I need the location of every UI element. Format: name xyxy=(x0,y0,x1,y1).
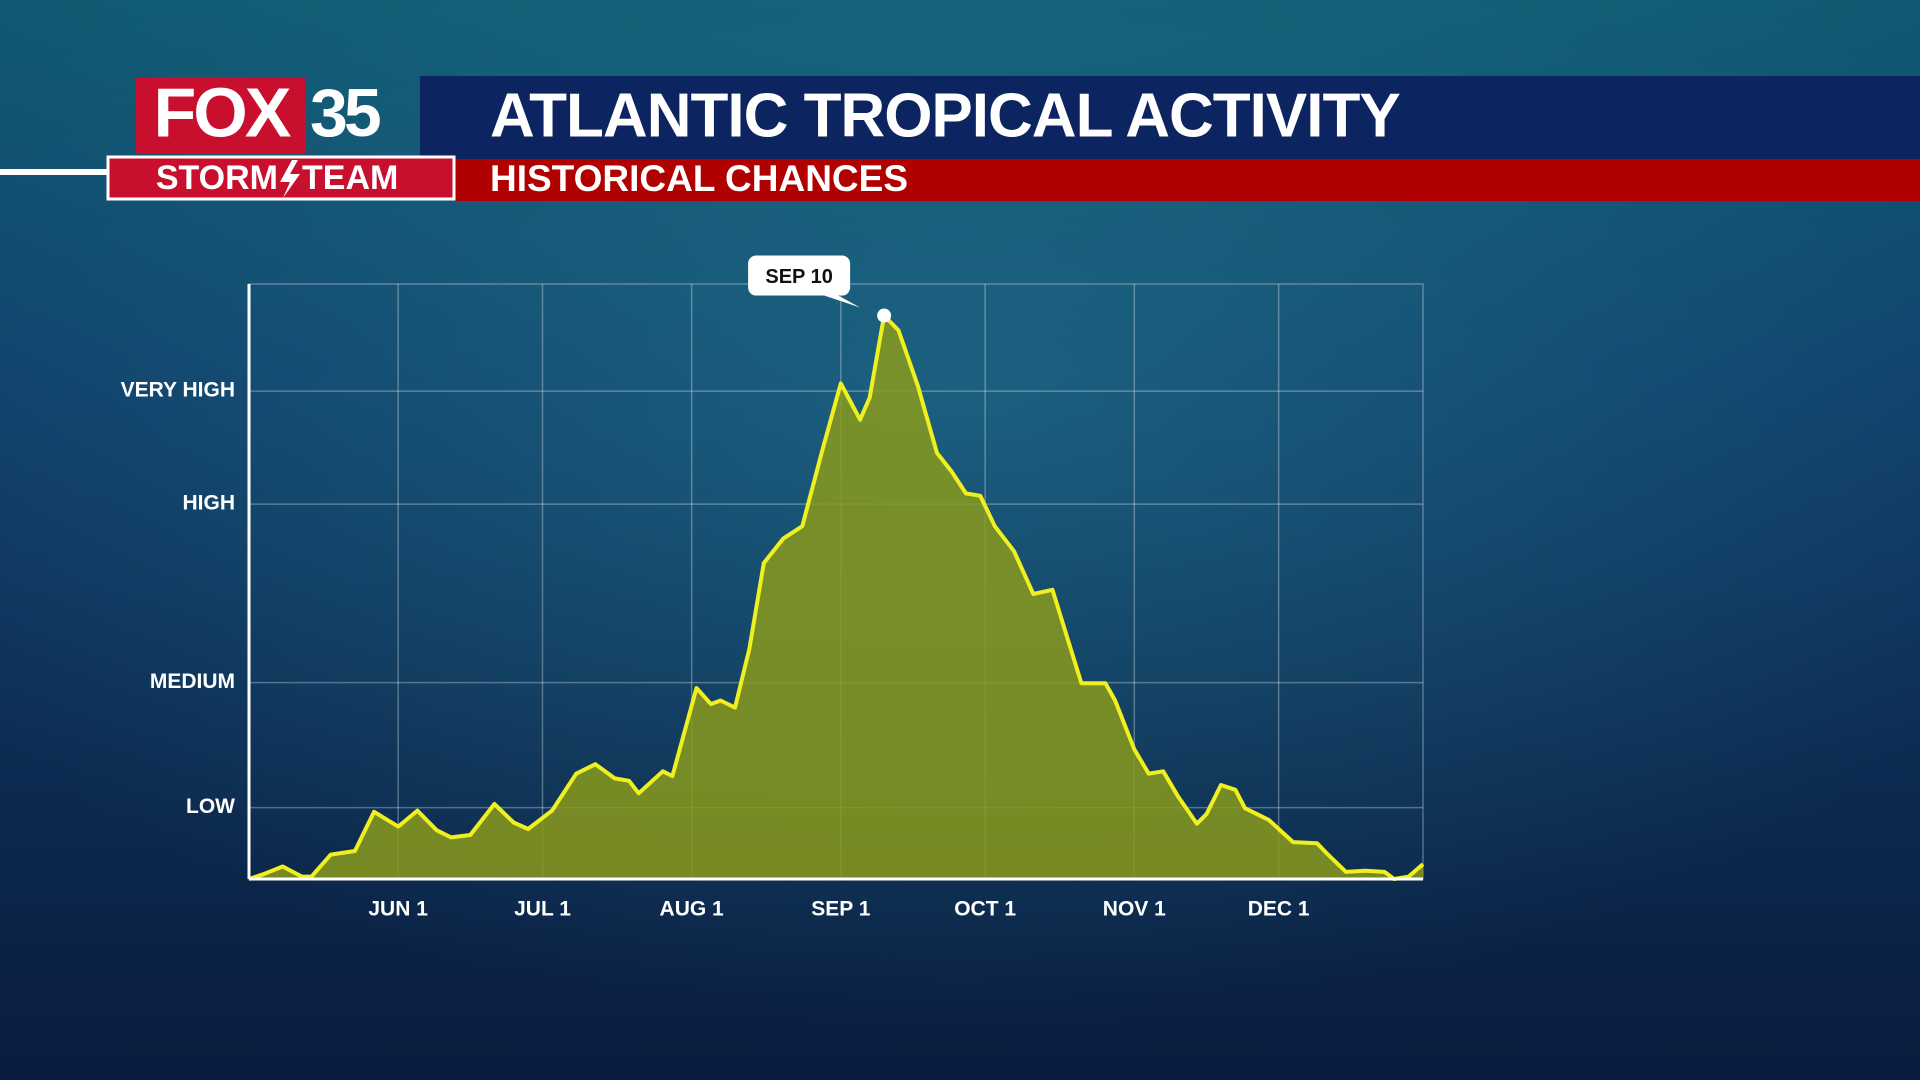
y-tick-label: VERY HIGH xyxy=(121,379,235,402)
x-tick-label: OCT 1 xyxy=(954,898,1016,921)
title-bar xyxy=(420,76,1920,160)
logo-team-box xyxy=(106,155,456,201)
x-tick-label: JUL 1 xyxy=(514,898,571,921)
annotation-point xyxy=(877,308,892,323)
logo-fox-box xyxy=(136,78,306,154)
logo-network: FOX xyxy=(154,73,292,151)
logo-team-left: STORM xyxy=(156,159,278,197)
accent-line xyxy=(0,169,110,175)
x-tick-label: AUG 1 xyxy=(660,898,725,921)
subtitle-bar xyxy=(455,159,1920,201)
logo-team-right: TEAM xyxy=(302,159,398,197)
x-tick-label: DEC 1 xyxy=(1248,898,1310,921)
logo-channel: 35 xyxy=(310,75,380,151)
annotation-label: SEP 10 xyxy=(765,266,832,288)
chart-subtitle: HISTORICAL CHANCES xyxy=(490,158,908,199)
x-tick-label: JUN 1 xyxy=(368,898,428,921)
x-tick-label: SEP 1 xyxy=(811,898,870,921)
y-tick-label: HIGH xyxy=(183,492,236,515)
annotation-bubble xyxy=(748,255,861,308)
line xyxy=(248,313,1425,881)
y-tick-label: LOW xyxy=(186,795,235,818)
x-tick-label: NOV 1 xyxy=(1103,898,1166,921)
y-tick-label: MEDIUM xyxy=(150,670,235,693)
logo-bolt xyxy=(280,160,300,198)
chart-title: ATLANTIC TROPICAL ACTIVITY xyxy=(490,81,1400,150)
